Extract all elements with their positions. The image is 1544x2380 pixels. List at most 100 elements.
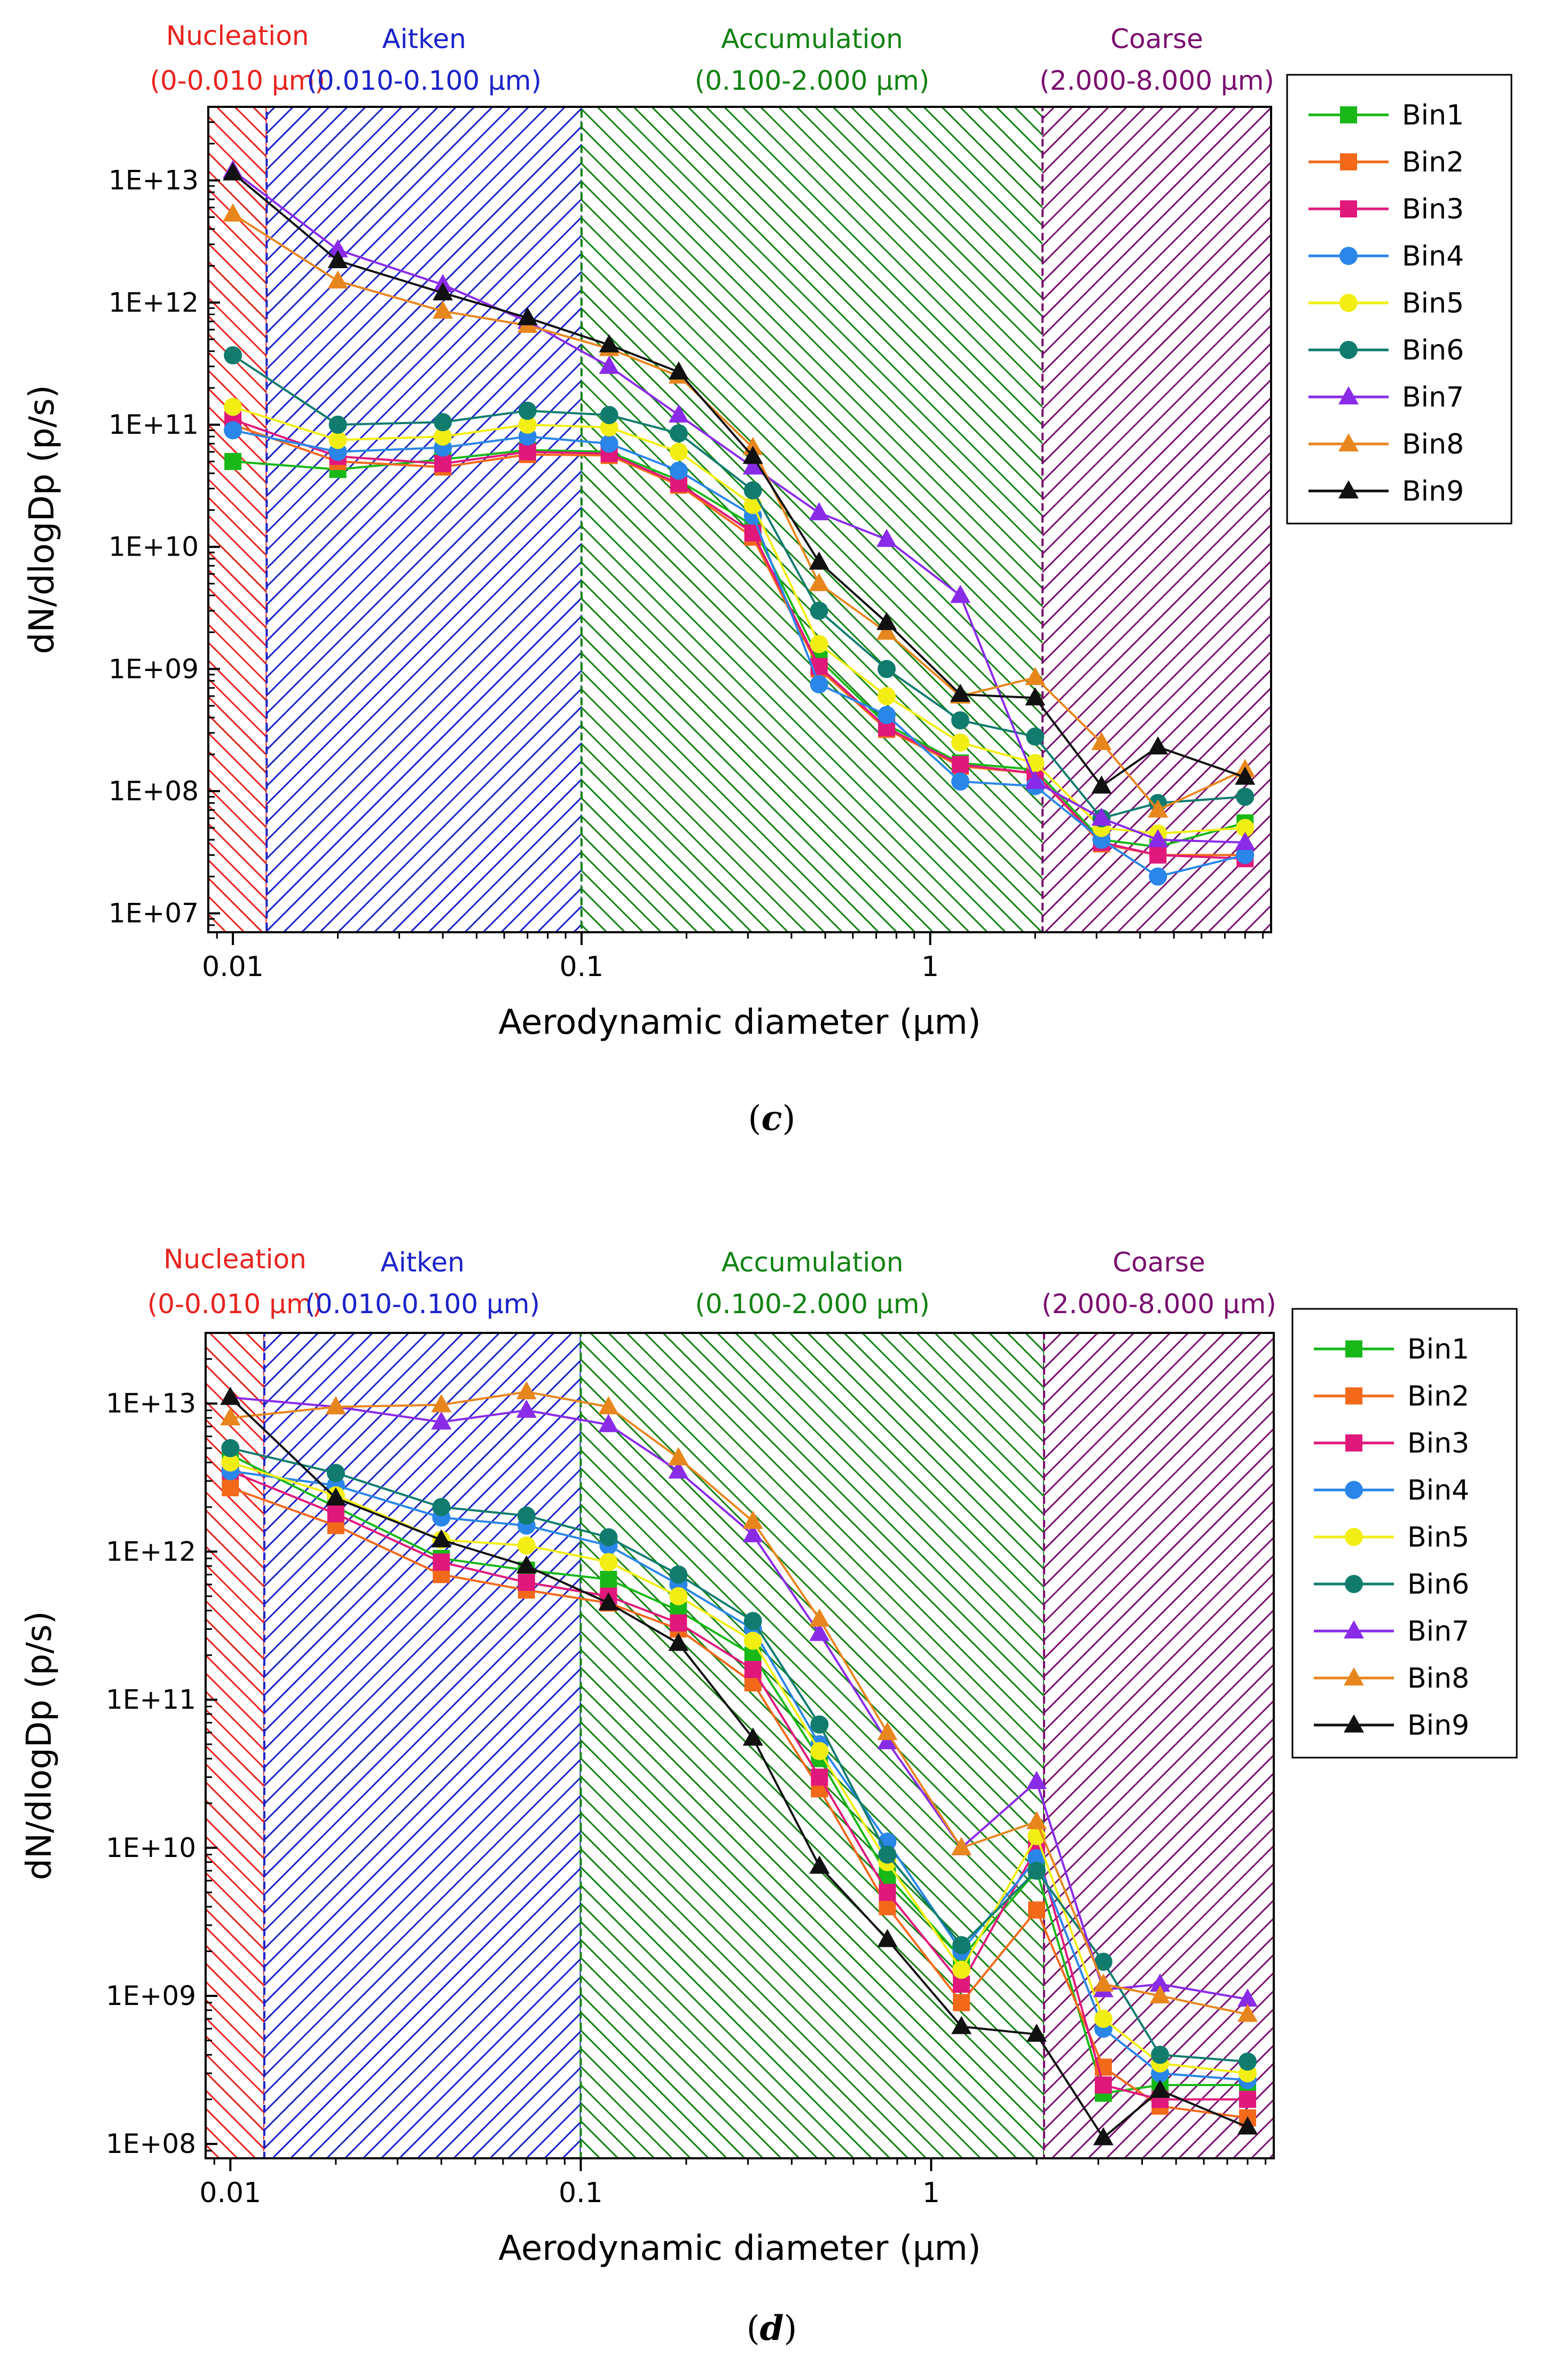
data-point-bin7 — [668, 1460, 689, 1479]
x-axis-title: Aerodynamic diameter (μm) — [498, 1003, 981, 1042]
data-point-bin7 — [668, 404, 689, 423]
region-range-coarse: (2.000-8.000 μm) — [1039, 65, 1274, 96]
region-range-aitken: (0.010-0.100 μm) — [305, 1289, 540, 1320]
data-point-bin6 — [810, 602, 828, 620]
data-point-bin9 — [599, 334, 620, 353]
legend-label: Bin4 — [1402, 240, 1464, 272]
data-point-bin7 — [598, 1414, 619, 1432]
y-tick-label: 1E+10 — [106, 1832, 196, 1863]
legend-marker — [1344, 1620, 1364, 1638]
data-point-bin8 — [433, 300, 453, 319]
series-bin9 — [220, 1386, 1258, 2145]
legend-label: Bin4 — [1407, 1474, 1469, 1507]
legend-label: Bin6 — [1402, 334, 1464, 366]
series-line-bin6 — [232, 354, 1245, 820]
data-point-bin9 — [223, 162, 244, 181]
data-point-bin6 — [224, 346, 242, 365]
data-point-bin6 — [951, 711, 970, 730]
legend: Bin1 Bin2 Bin3 Bin4 Bin5 Bin6 Bin7 Bin8 Bin9 — [1286, 74, 1512, 525]
region-label-nucleation: Nucleation — [166, 20, 309, 51]
legend-marker — [1339, 294, 1358, 312]
legend-marker — [1338, 433, 1359, 451]
data-point-bin9 — [598, 1592, 619, 1611]
data-point-bin4 — [810, 675, 828, 693]
legend-label: Bin9 — [1402, 475, 1464, 508]
data-point-bin8 — [668, 1447, 689, 1465]
x-tick-label: 1 — [922, 2177, 940, 2209]
data-point-bin5 — [518, 415, 537, 434]
data-point-bin5 — [810, 1742, 829, 1760]
y-tick-label: 1E+10 — [108, 532, 199, 563]
data-point-bin9 — [668, 1633, 689, 1651]
data-point-bin3 — [433, 1553, 450, 1571]
legend-label: Bin7 — [1402, 381, 1464, 413]
legend-label: Bin1 — [1402, 99, 1464, 131]
data-point-bin8 — [1026, 1811, 1047, 1829]
legend-item-bin6: Bin6 — [1308, 334, 1464, 366]
legend-marker — [1338, 480, 1359, 498]
data-point-bin8 — [1091, 731, 1112, 750]
data-point-bin5 — [1236, 818, 1255, 837]
data-point-bin5 — [743, 1632, 762, 1650]
legend-marker — [1345, 1528, 1363, 1546]
legend-label: Bin6 — [1407, 1569, 1469, 1601]
series-bin6 — [224, 346, 1255, 828]
series-line-bin6 — [230, 1447, 1248, 2063]
y-tick-label: 1E+13 — [106, 1388, 196, 1419]
region-label-aitken: Aitken — [382, 24, 466, 54]
legend-box — [1286, 74, 1512, 525]
data-point-bin3 — [519, 443, 536, 461]
legend-item-bin3: Bin3 — [1308, 193, 1464, 225]
region-label-accumulation: Accumulation — [721, 24, 903, 54]
legend-marker — [1340, 200, 1357, 217]
legend-item-bin8: Bin8 — [1314, 1663, 1469, 1695]
data-point-bin8 — [598, 1396, 619, 1415]
legend-marker — [1339, 247, 1358, 265]
data-point-bin9 — [1091, 775, 1112, 794]
series-bin6 — [221, 1439, 1257, 2071]
legend-item-bin4: Bin4 — [1308, 240, 1464, 272]
series-bin9 — [223, 162, 1256, 794]
legend-label: Bin3 — [1402, 193, 1464, 225]
series-line-bin8 — [232, 213, 1246, 811]
data-point-bin3 — [811, 1768, 828, 1786]
legend-item-bin3: Bin3 — [1314, 1427, 1469, 1460]
data-point-bin7 — [599, 355, 620, 374]
data-point-bin3 — [1149, 846, 1167, 864]
data-point-bin8 — [431, 1394, 452, 1413]
data-point-bin5 — [328, 431, 347, 449]
data-point-bin6 — [326, 1464, 345, 1482]
legend-marker — [1345, 1387, 1362, 1404]
data-point-bin6 — [669, 1565, 688, 1584]
data-point-bin7 — [516, 1399, 537, 1418]
region-range-accumulation: (0.100-2.000 μm) — [695, 65, 930, 96]
x-tick-label: 0.01 — [199, 2177, 261, 2209]
y-tick-label: 1E+09 — [106, 1980, 196, 2011]
data-point-bin6 — [669, 424, 688, 443]
legend-label: Bin8 — [1407, 1663, 1469, 1695]
data-point-bin6 — [743, 1612, 762, 1630]
data-point-bin9 — [876, 612, 897, 630]
data-point-bin7 — [1091, 807, 1112, 826]
series-bin3 — [222, 1462, 1257, 2108]
data-point-bin5 — [669, 1587, 688, 1605]
data-point-bin7 — [1237, 1988, 1258, 2007]
data-point-bin9 — [951, 2016, 972, 2034]
data-point-bin8 — [223, 203, 244, 222]
legend-item-bin6: Bin6 — [1314, 1569, 1469, 1601]
legend-item-bin9: Bin9 — [1308, 475, 1464, 508]
data-point-bin6 — [518, 401, 537, 420]
x-axis-title: Aerodynamic diameter (μm) — [498, 2229, 981, 2268]
data-point-bin6 — [432, 1497, 451, 1516]
data-point-bin9 — [431, 1529, 452, 1548]
series-line-bin4 — [230, 1470, 1248, 2081]
series-line-bin8 — [230, 1391, 1248, 2016]
x-tick-label: 1 — [921, 951, 939, 983]
y-tick-label: 1E+08 — [108, 776, 199, 807]
data-point-bin6 — [599, 1528, 618, 1547]
data-point-bin6 — [1151, 2046, 1170, 2064]
data-point-bin8 — [809, 1608, 830, 1627]
data-point-bin8 — [1025, 667, 1046, 685]
data-point-bin9 — [1148, 736, 1169, 755]
data-point-bin5 — [599, 1552, 618, 1571]
